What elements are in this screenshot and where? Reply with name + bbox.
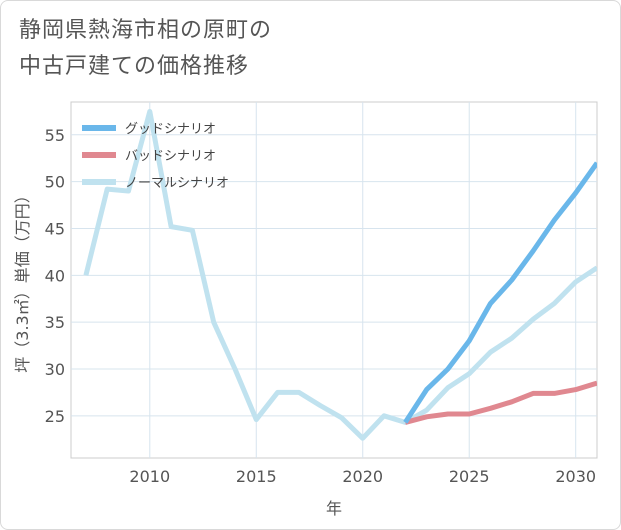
x-axis-label: 年 (326, 499, 342, 518)
chart-title: 静岡県熱海市相の原町の 中古戸建ての価格推移 (19, 13, 272, 85)
x-tick-label: 2010 (129, 467, 170, 486)
y-tick-label: 35 (45, 313, 65, 332)
chart-title-line-2: 中古戸建ての価格推移 (19, 54, 250, 79)
legend-label-bad: バッドシナリオ (125, 149, 216, 164)
series-line-good (403, 161, 597, 424)
y-tick-label: 25 (45, 407, 65, 426)
legend-label-normal: ノーマルシナリオ (125, 176, 229, 191)
x-tick-label: 2020 (342, 467, 383, 486)
y-axis-label: 坪（3.3㎡）単価（万円） (13, 187, 32, 372)
series-line-normal (83, 108, 597, 441)
y-tick-label: 55 (45, 126, 65, 145)
y-tick-label: 30 (45, 360, 65, 379)
chart-title-line-1: 静岡県熱海市相の原町の (19, 18, 273, 43)
y-tick-label: 45 (45, 219, 65, 238)
series-group (83, 108, 597, 441)
legend-label-good: グッドシナリオ (125, 122, 216, 137)
x-tick-label: 2025 (449, 467, 490, 486)
y-tick-label: 50 (45, 173, 65, 192)
y-tick-label: 40 (45, 266, 65, 285)
x-tick-label: 2030 (555, 467, 596, 486)
series-line-bad (404, 380, 597, 425)
x-tick-label: 2015 (236, 467, 277, 486)
